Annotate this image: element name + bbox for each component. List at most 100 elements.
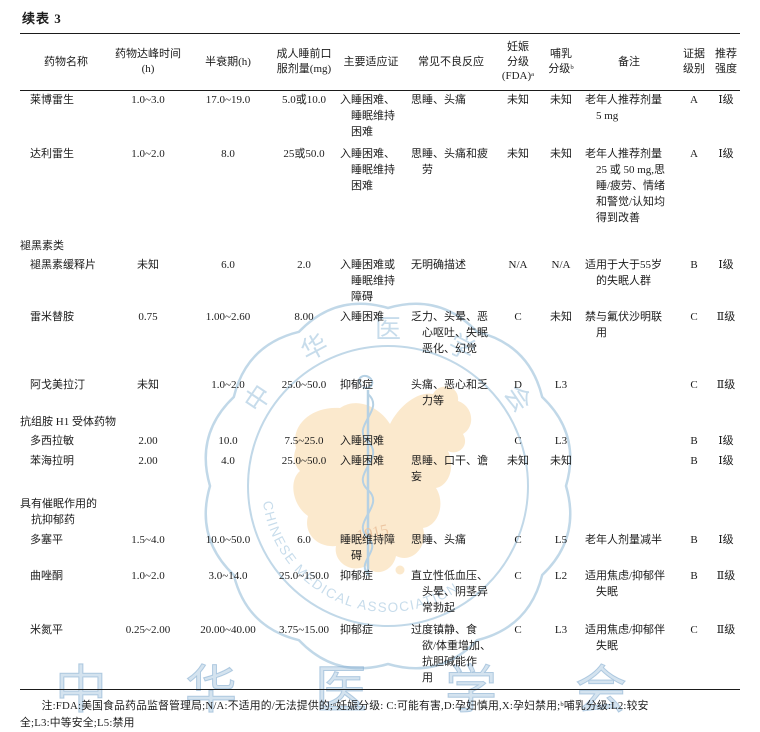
cell-half-life: 3.0~14.0 (208, 569, 248, 582)
col-header-lactation-grade: 哺乳 分级ᵇ (548, 48, 574, 75)
cell-adverse-reactions: 直立性低血压、 头晕、阴茎异 常勃起 (411, 569, 488, 614)
cell-dose: 3.75~15.00 (279, 623, 329, 636)
cell-lactation-grade: L3 (554, 623, 568, 636)
cell-indication: 抑郁症 (340, 623, 373, 636)
cell-lactation-grade: L3 (554, 378, 568, 391)
cell-peak-time: 0.25~2.00 (125, 623, 171, 636)
cell-peak-time: 1.5~4.0 (131, 533, 165, 546)
cell-peak-time: 1.0~3.0 (131, 93, 165, 106)
cell-notes: 适用焦虑/抑郁伴 失眠 (585, 623, 666, 652)
cell-pregnancy-grade: C (514, 310, 522, 323)
cell-drug-name: 多塞平 (30, 533, 63, 546)
col-header-dose: 成人睡前口 服剂量(mg) (276, 48, 332, 75)
cell-indication: 入睡困难 (340, 454, 384, 467)
cell-drug-name: 阿戈美拉汀 (30, 378, 85, 391)
cell-lactation-grade: 未知 (550, 310, 572, 323)
cell-adverse-reactions: 过度镇静、食 欲/体重增加、 抗胆碱能作 用 (411, 623, 492, 684)
table-continued-title: 续表 3 (22, 11, 62, 26)
cell-pregnancy-grade: 未知 (507, 147, 529, 160)
cell-recommendation: Ⅱ级 (716, 310, 736, 323)
cell-half-life: 20.00~40.00 (200, 623, 256, 636)
cell-dose: 7.5~25.0 (284, 434, 324, 447)
section-label: 褪黑素类 (20, 239, 64, 252)
cell-adverse-reactions: 思睡、口干、谵妄 (411, 454, 488, 483)
cell-half-life: 10.0 (218, 434, 238, 447)
cell-indication: 睡眠维持障 碍 (340, 533, 395, 562)
drug-row: 阿戈美拉汀 未知 1.0~2.0 25.0~50.0 抑郁症 头痛、恶心和乏 力等 D L3 C… (20, 376, 740, 412)
journal-page: 中 华 医 学 会 CHINESE MEDICAL ASSOCIATION 19… (0, 8, 760, 729)
cell-peak-time: 1.0~2.0 (131, 569, 165, 582)
cell-indication: 抑郁症 (340, 378, 373, 391)
col-header-recommendation: 推荐 强度 (715, 48, 737, 75)
cell-adverse-reactions: 无明确描述 (411, 258, 466, 271)
cell-recommendation: Ⅱ级 (716, 623, 736, 636)
cell-indication: 入睡困难、 睡眠维持 困难 (340, 147, 395, 192)
cell-evidence-level: B (690, 569, 698, 582)
cell-dose: 25.0~150.0 (279, 569, 329, 582)
cell-adverse-reactions: 乏力、头晕、恶 心呕吐、失眠 恶化、幻觉 (411, 310, 488, 355)
cell-pregnancy-grade: C (514, 533, 522, 546)
cell-drug-name: 米氮平 (30, 623, 63, 636)
cell-evidence-level: B (690, 258, 698, 271)
cell-adverse-reactions: 头痛、恶心和乏 力等 (411, 378, 488, 407)
col-header-peak-time: 药物达峰时间 (h) (115, 48, 181, 75)
cell-lactation-grade: L5 (554, 533, 568, 546)
cell-recommendation: Ⅱ级 (716, 569, 736, 582)
cell-drug-name: 多西拉敏 (30, 434, 74, 447)
drug-row: 米氮平 0.25~2.00 20.00~40.00 3.75~15.00 抑郁症 过度镇静… (20, 621, 740, 690)
cell-pregnancy-grade: C (514, 623, 522, 636)
cell-dose: 25.0~50.0 (281, 454, 327, 467)
cell-notes: 禁与氟伏沙明联 用 (585, 310, 662, 339)
cell-drug-name: 莱博雷生 (30, 93, 74, 106)
cell-evidence-level: C (690, 623, 698, 636)
cell-evidence-level: B (690, 434, 698, 447)
cell-indication: 入睡困难、 睡眠维持 困难 (340, 93, 395, 138)
cell-notes (582, 452, 676, 494)
cell-lactation-grade: N/A (551, 258, 571, 271)
cell-lactation-grade: 未知 (550, 93, 572, 106)
cell-half-life: 6.0 (221, 258, 235, 271)
cell-evidence-level: C (690, 378, 698, 391)
cell-pregnancy-grade: D (514, 378, 522, 391)
col-header-indication: 主要适应证 (343, 55, 399, 68)
section-label: 具有催眠作用的 抗抑郁药 (20, 497, 97, 526)
col-header-notes: 备注 (618, 55, 640, 68)
cell-lactation-grade: L2 (554, 569, 568, 582)
cell-adverse-reactions: 思睡、头痛 (411, 533, 466, 546)
cell-notes: 老年人推荐剂量 5 mg (585, 93, 662, 122)
section-row: 抗组胺 H1 受体药物 (20, 412, 740, 432)
cell-half-life: 10.0~50.0 (205, 533, 251, 546)
cell-indication: 入睡困难或 睡眠维持 障碍 (340, 258, 395, 303)
cell-indication: 抑郁症 (340, 569, 373, 582)
cell-half-life: 1.00~2.60 (205, 310, 251, 323)
drug-row: 苯海拉明 2.00 4.0 25.0~50.0 入睡困难 思睡、口干、谵妄 未知 未知 B Ⅰ级 (20, 452, 740, 494)
drug-row: 莱博雷生 1.0~3.0 17.0~19.0 5.0或10.0 入睡困难、 睡眠维持 困… (20, 90, 740, 145)
cell-adverse-reactions: 思睡、头痛和疲 劳 (411, 147, 488, 176)
cell-recommendation: Ⅱ级 (716, 378, 736, 391)
cell-drug-name: 达利雷生 (30, 147, 74, 160)
drug-row: 达利雷生 1.0~2.0 8.0 25或50.0 入睡困难、 睡眠维持 困难 思睡、头痛和… (20, 145, 740, 235)
cell-lactation-grade: L3 (554, 434, 568, 447)
col-header-drug-name: 药物名称 (44, 55, 88, 68)
cell-pregnancy-grade: 未知 (507, 454, 529, 467)
cell-drug-name: 褪黑素缓释片 (30, 258, 96, 271)
col-header-evidence-level: 证据 级别 (683, 48, 705, 75)
cell-evidence-level: C (690, 310, 698, 323)
cell-notes (582, 432, 676, 452)
cell-notes: 适用于大于55岁 的失眠人群 (585, 258, 662, 287)
col-header-adverse-reactions: 常见不良反应 (418, 55, 484, 68)
drug-row: 多塞平 1.5~4.0 10.0~50.0 6.0 睡眠维持障 碍 思睡、头痛 C L5 老年人… (20, 531, 740, 567)
drug-row: 多西拉敏 2.00 10.0 7.5~25.0 入睡困难 C L3 B Ⅰ级 (20, 432, 740, 452)
cell-peak-time: 0.75 (138, 310, 158, 323)
table-body: 莱博雷生 1.0~3.0 17.0~19.0 5.0或10.0 入睡困难、 睡眠维持 困… (20, 90, 740, 689)
cell-recommendation: Ⅰ级 (718, 454, 734, 467)
cell-recommendation: Ⅰ级 (718, 147, 734, 160)
cell-dose: 25.0~50.0 (281, 378, 327, 391)
cell-peak-time: 未知 (137, 378, 159, 391)
cell-recommendation: Ⅰ级 (718, 93, 734, 106)
col-header-pregnancy-grade: 妊娠 分级 (FDA)ᵃ (501, 41, 535, 82)
cell-half-life: 8.0 (221, 147, 235, 160)
cell-indication: 入睡困难 (340, 310, 384, 323)
cell-drug-name: 曲唑酮 (30, 569, 63, 582)
cell-peak-time: 未知 (137, 258, 159, 271)
